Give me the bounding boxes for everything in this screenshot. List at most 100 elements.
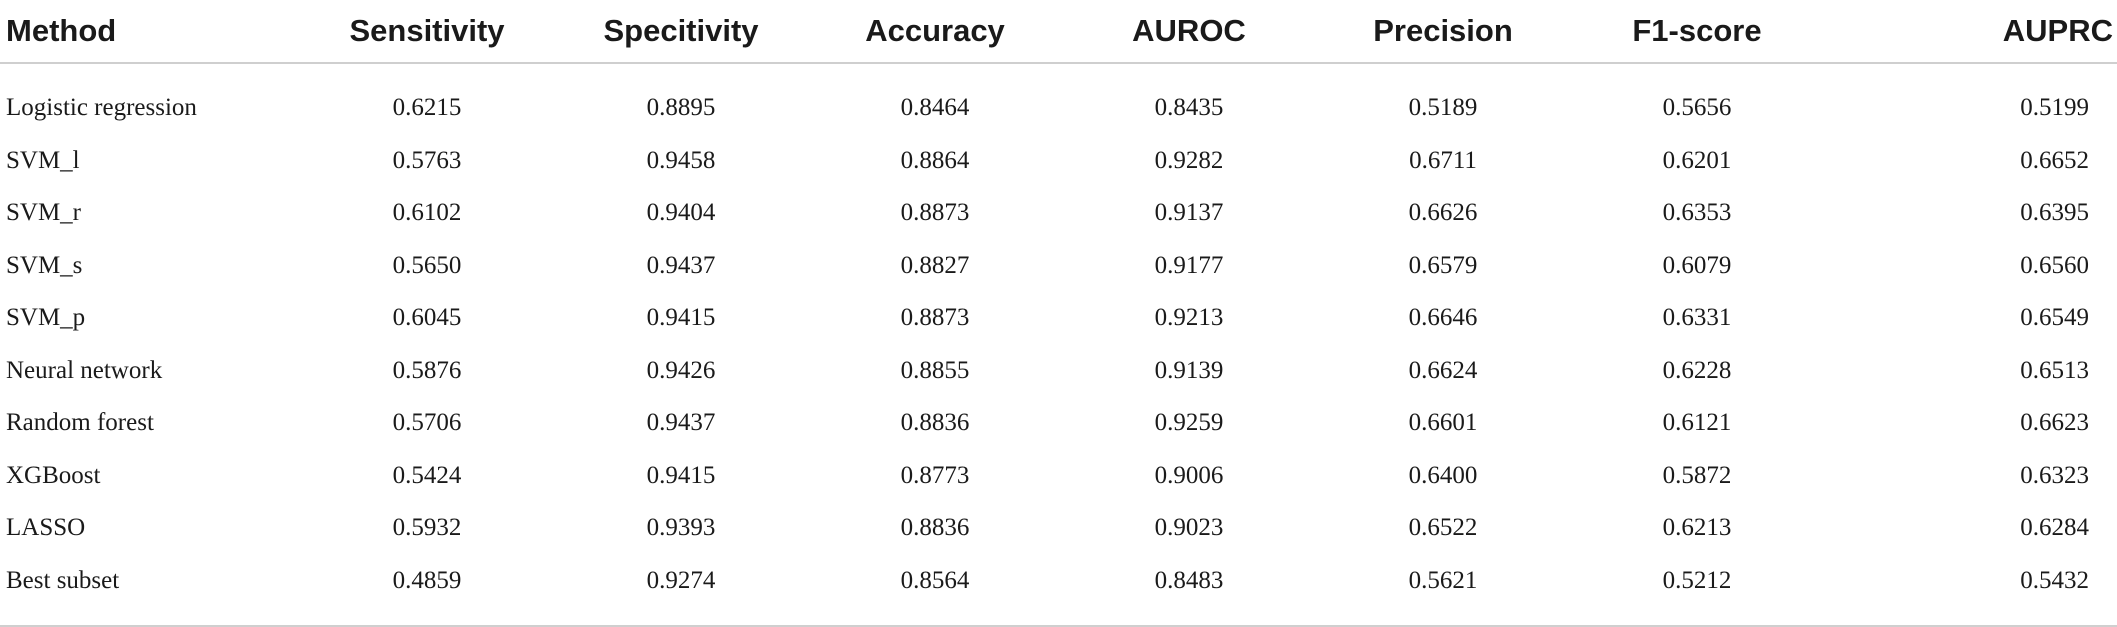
column-header-method: Method [0, 0, 300, 64]
metric-cell: 0.8895 [646, 94, 716, 122]
method-cell: Random forest [6, 409, 154, 437]
table-header: Method Sensitivity Specitivity Accuracy AURO… [0, 0, 2117, 64]
metric-cell: 0.9437 [646, 409, 716, 437]
metric-cell: 0.8773 [900, 461, 970, 489]
metric-cell: 0.6626 [1408, 199, 1478, 227]
table-row: Random forest 0.5706 0.9437 0.8836 0.9259 0.6… [0, 397, 2117, 450]
metric-cell: 0.5432 [1824, 554, 2117, 627]
metric-cell: 0.9393 [646, 514, 716, 542]
metric-cell: 0.8564 [808, 554, 1062, 627]
metric-cell: 0.5424 [392, 461, 462, 489]
metric-cell: 0.8464 [900, 94, 970, 122]
column-header-sensitivity: Sensitivity [300, 0, 554, 64]
metric-cell: 0.6623 [2020, 409, 2089, 437]
metric-cell: 0.8855 [900, 356, 970, 384]
metric-cell: 0.5199 [2020, 94, 2089, 122]
column-header-f1-score: F1-score [1570, 0, 1824, 64]
metric-cell: 0.5872 [1662, 461, 1732, 489]
table-row: SVM_s 0.5650 0.9437 0.8827 0.9177 0.6579 0.607… [0, 240, 2117, 293]
metric-cell: 0.6395 [2020, 199, 2089, 227]
metric-cell: 0.5189 [1408, 94, 1478, 122]
metric-cell: 0.6284 [2020, 514, 2089, 542]
metric-cell: 0.6522 [1408, 514, 1478, 542]
metric-cell: 0.4859 [300, 554, 554, 627]
metric-cell: 0.8873 [900, 199, 970, 227]
method-cell: LASSO [6, 514, 86, 542]
column-header-auroc: AUROC [1062, 0, 1316, 64]
table-row: SVM_p 0.6045 0.9415 0.8873 0.9213 0.6646 0.633… [0, 292, 2117, 345]
method-cell: SVM_p [6, 304, 86, 332]
table-row: Neural network 0.5876 0.9426 0.8855 0.9139 0.… [0, 345, 2117, 398]
metric-cell: 0.6652 [2020, 146, 2089, 174]
metric-cell: 0.6579 [1408, 251, 1478, 279]
metric-cell: 0.9006 [1154, 461, 1224, 489]
metric-cell: 0.6323 [2020, 461, 2089, 489]
metric-cell: 0.6045 [392, 304, 462, 332]
metric-cell: 0.5706 [392, 409, 462, 437]
method-cell: XGBoost [6, 461, 101, 489]
metric-cell: 0.5932 [392, 514, 462, 542]
metric-cell: 0.9404 [646, 199, 716, 227]
metric-cell: 0.5656 [1662, 94, 1732, 122]
method-cell: Best subset [0, 554, 300, 627]
table-body: Logistic regression 0.6215 0.8895 0.8464 0.8… [0, 63, 2117, 627]
metric-cell: 0.9274 [554, 554, 808, 627]
method-cell: SVM_s [6, 251, 83, 279]
table-row: LASSO 0.5932 0.9393 0.8836 0.9023 0.6522 0.621… [0, 502, 2117, 555]
metric-cell: 0.6646 [1408, 304, 1478, 332]
metric-cell: 0.6353 [1662, 199, 1732, 227]
table-row: Logistic regression 0.6215 0.8895 0.8464 0.8… [0, 63, 2117, 135]
metric-cell: 0.9177 [1154, 251, 1224, 279]
metric-cell: 0.9023 [1154, 514, 1224, 542]
metric-cell: 0.9213 [1154, 304, 1224, 332]
metric-cell: 0.6079 [1662, 251, 1732, 279]
metric-cell: 0.8836 [900, 514, 970, 542]
metric-cell: 0.9458 [646, 146, 716, 174]
metric-cell: 0.6228 [1662, 356, 1732, 384]
metric-cell: 0.5212 [1570, 554, 1824, 627]
metric-cell: 0.6549 [2020, 304, 2089, 332]
metric-cell: 0.6601 [1408, 409, 1478, 437]
column-header-precision: Precision [1316, 0, 1570, 64]
metric-cell: 0.6513 [2020, 356, 2089, 384]
metric-cell: 0.9282 [1154, 146, 1224, 174]
metric-cell: 0.9137 [1154, 199, 1224, 227]
metric-cell: 0.6121 [1662, 409, 1732, 437]
metric-cell: 0.9415 [646, 461, 716, 489]
header-row: Method Sensitivity Specitivity Accuracy AURO… [0, 0, 2117, 64]
method-cell: Logistic regression [6, 94, 197, 122]
metric-cell: 0.8827 [900, 251, 970, 279]
metric-cell: 0.6711 [1409, 146, 1477, 174]
metric-cell: 0.8873 [900, 304, 970, 332]
metric-cell: 0.5621 [1316, 554, 1570, 627]
metric-cell: 0.6102 [392, 199, 462, 227]
metric-cell: 0.9139 [1154, 356, 1224, 384]
method-cell: Neural network [6, 356, 163, 384]
column-header-accuracy: Accuracy [808, 0, 1062, 64]
metric-cell: 0.8864 [900, 146, 970, 174]
table-row: SVM_l 0.5763 0.9458 0.8864 0.9282 0.6711 0.620… [0, 135, 2117, 188]
metric-cell: 0.9415 [646, 304, 716, 332]
table-row: Best subset 0.4859 0.9274 0.8564 0.8483 0.562… [0, 554, 2117, 627]
metric-cell: 0.6201 [1662, 146, 1732, 174]
metric-cell: 0.5876 [392, 356, 462, 384]
metric-cell: 0.8483 [1062, 554, 1316, 627]
metric-cell: 0.9426 [646, 356, 716, 384]
metric-cell: 0.5650 [392, 251, 462, 279]
method-cell: SVM_r [6, 199, 82, 227]
metric-cell: 0.6215 [392, 94, 462, 122]
metric-cell: 0.6331 [1662, 304, 1732, 332]
table-row: XGBoost 0.5424 0.9415 0.8773 0.9006 0.6400 0.5… [0, 450, 2117, 503]
metric-cell: 0.5763 [392, 146, 462, 174]
method-cell: SVM_l [6, 146, 80, 174]
metric-cell: 0.6624 [1408, 356, 1478, 384]
table-row: SVM_r 0.6102 0.9404 0.8873 0.9137 0.6626 0.635… [0, 187, 2117, 240]
metric-cell: 0.6400 [1408, 461, 1478, 489]
column-header-specitivity: Specitivity [554, 0, 808, 64]
column-header-auprc: AUPRC [1824, 0, 2117, 64]
metric-cell: 0.9259 [1154, 409, 1224, 437]
metric-cell: 0.8435 [1154, 94, 1224, 122]
metric-cell: 0.6560 [2020, 251, 2089, 279]
